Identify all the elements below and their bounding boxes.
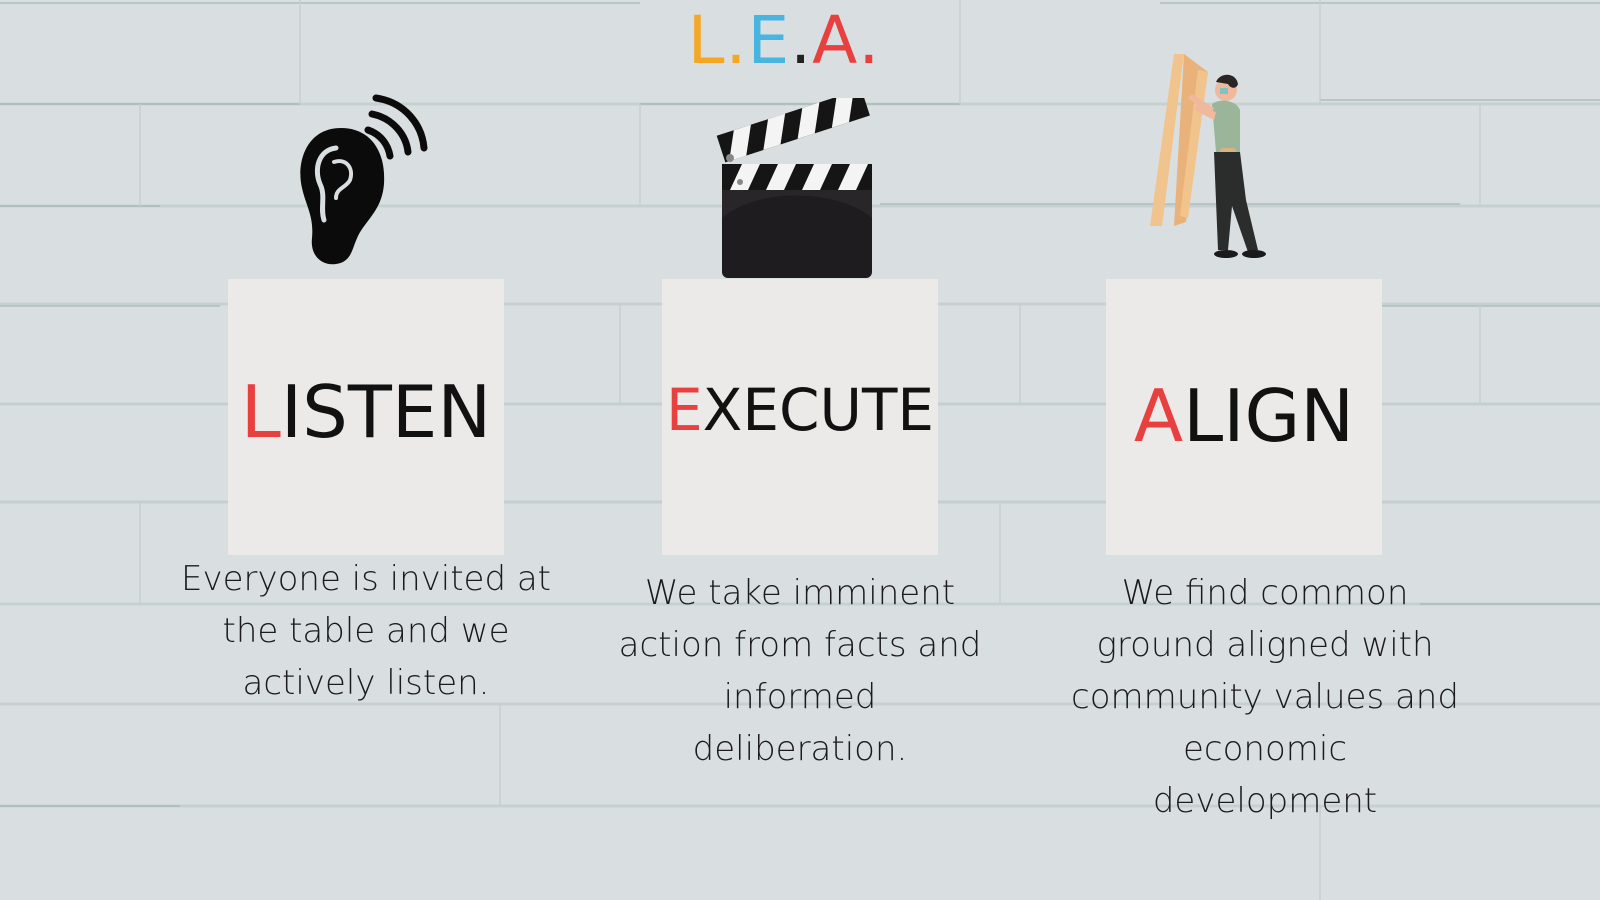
page-title: L.E.A. [0, 4, 1568, 78]
description-line: deliberation. [692, 729, 908, 769]
execute-word: EXECUTE [662, 375, 938, 445]
description-line: action from facts and [618, 625, 982, 665]
description-line: development [1152, 781, 1378, 821]
description-line: Everyone is invited at [180, 559, 552, 599]
description-line: actively listen. [242, 663, 490, 703]
listen-description: Everyone is invited at the table and we … [166, 553, 566, 709]
title-letter-l: L [687, 2, 726, 79]
ear-icon [300, 94, 428, 265]
description-line: ground aligned with [1096, 625, 1434, 665]
align-card: ALIGN [1106, 279, 1382, 555]
title-letter-a: A [812, 2, 859, 79]
title-letter-e: E [747, 2, 791, 79]
listen-word: LISTEN [228, 367, 504, 457]
align-description: We find common ground aligned with commu… [1040, 567, 1490, 827]
description-line: economic [1182, 729, 1348, 769]
title-dot: . [858, 2, 881, 79]
execute-card: EXECUTE [662, 279, 938, 555]
description-line: We find common [1121, 573, 1409, 613]
align-first-letter: A [1133, 374, 1184, 458]
listen-first-letter: L [240, 370, 281, 454]
execute-rest: XECUTE [702, 376, 935, 444]
align-word: ALIGN [1106, 371, 1382, 461]
align-rest: LIGN [1183, 374, 1355, 458]
execute-first-letter: E [665, 376, 703, 444]
description-line: community values and [1071, 677, 1459, 717]
clapperboard-icon [716, 98, 872, 278]
listen-rest: ISTEN [280, 370, 492, 454]
execute-description: We take imminent action from facts and i… [590, 567, 1010, 775]
description-line: informed [723, 677, 877, 717]
title-dot: . [790, 2, 813, 79]
description-line: We take imminent [644, 573, 956, 613]
description-line: the table and we [222, 611, 510, 651]
title-dot: . [725, 2, 748, 79]
person-carrying-frame-icon [1150, 54, 1266, 258]
listen-card: LISTEN [228, 279, 504, 555]
